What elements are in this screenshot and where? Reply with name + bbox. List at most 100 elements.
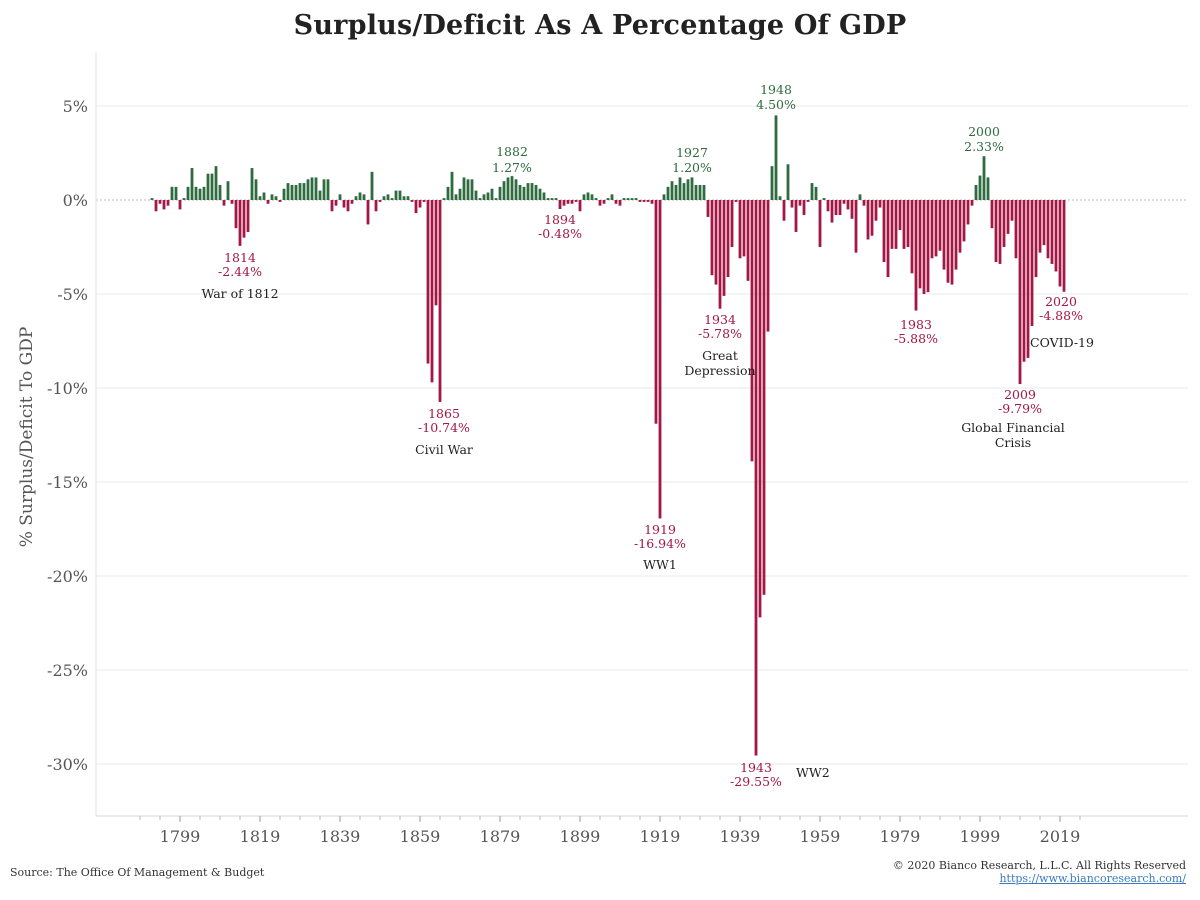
bar: [366, 200, 370, 225]
annotation-value: 4.50%: [756, 97, 796, 112]
bar: [754, 200, 758, 756]
annotation-event: Civil War: [415, 442, 473, 457]
bar: [282, 188, 286, 200]
bar: [294, 184, 298, 200]
bar: [186, 186, 190, 200]
bar: [1042, 200, 1046, 246]
bar: [542, 192, 546, 200]
bar: [1054, 200, 1058, 272]
bar: [350, 200, 354, 204]
bar: [674, 184, 678, 200]
bar: [974, 184, 978, 200]
bar: [626, 198, 630, 200]
axes: 5% 0% -5% -10% -15% -20% -25% -30% 1799 1819 1839 1…: [47, 52, 1188, 846]
x-tick-label: 1999: [960, 827, 1001, 846]
bar: [594, 198, 598, 200]
bar: [886, 200, 890, 278]
bar: [290, 184, 294, 200]
bar: [354, 196, 358, 200]
bar: [810, 183, 814, 200]
bar: [698, 184, 702, 200]
bar: [426, 200, 430, 364]
bar: [598, 200, 602, 206]
x-tick-label: 1959: [800, 827, 841, 846]
y-tick-label: -30%: [47, 755, 88, 774]
bar: [478, 198, 482, 200]
bar: [386, 194, 390, 200]
bar: [274, 196, 278, 200]
bar: [158, 200, 162, 204]
bar: [322, 179, 326, 200]
bar: [454, 194, 458, 200]
bar: [554, 198, 558, 200]
bar: [1018, 200, 1022, 385]
bar: [310, 177, 314, 200]
y-tick-label: 5%: [63, 97, 88, 116]
annotation-year: 2009: [1004, 387, 1036, 402]
bar: [926, 200, 930, 293]
bar: [1046, 200, 1050, 259]
bar: [510, 176, 514, 200]
bar: [270, 194, 274, 200]
bar: [602, 200, 606, 204]
bar: [658, 200, 662, 519]
bar: [906, 200, 910, 247]
bar: [846, 200, 850, 210]
bar: [982, 156, 986, 200]
bar: [950, 200, 954, 285]
bar: [650, 200, 654, 204]
bar: [786, 164, 790, 200]
bar: [326, 179, 330, 200]
bar: [862, 200, 866, 206]
website-link[interactable]: https://www.biancoresearch.com/: [999, 872, 1186, 885]
bar: [954, 200, 958, 270]
bar: [486, 192, 490, 200]
bar: [178, 200, 182, 210]
bar: [826, 200, 830, 212]
bar: [922, 200, 926, 294]
bar: [498, 186, 502, 200]
bar: [1034, 200, 1038, 278]
bar: [962, 200, 966, 242]
y-tick-label: -25%: [47, 661, 88, 680]
bar: [342, 200, 346, 208]
bar: [1026, 200, 1030, 358]
bar: [1062, 200, 1066, 292]
bar: [286, 183, 290, 200]
y-tick-label: -10%: [47, 379, 88, 398]
bar: [806, 200, 810, 202]
bar: [894, 200, 898, 249]
bar: [230, 200, 234, 204]
x-tick-label: 1839: [320, 827, 361, 846]
bar: [242, 200, 246, 238]
bar: [702, 184, 706, 200]
bar: [582, 194, 586, 200]
bar: [718, 200, 722, 309]
annotation-year: 1865: [428, 406, 460, 421]
y-tick-label: -5%: [57, 285, 88, 304]
bar: [522, 186, 526, 200]
bar: [762, 200, 766, 595]
bar: [374, 200, 378, 212]
bar: [714, 200, 718, 285]
x-tick-label: 1879: [480, 827, 521, 846]
annotation-value: 2.33%: [964, 139, 1004, 154]
bar: [726, 200, 730, 278]
bar: [446, 186, 450, 200]
bar: [458, 188, 462, 200]
bar: [378, 200, 382, 202]
bar: [1050, 200, 1054, 264]
annotation-year: 1919: [644, 522, 676, 537]
annotation-value: -29.55%: [730, 774, 782, 789]
bar: [318, 190, 322, 200]
bar: [390, 198, 394, 200]
bar: [766, 200, 770, 332]
bar: [830, 200, 834, 223]
bar: [530, 183, 534, 200]
annotation-year: 1814: [224, 250, 256, 265]
bar: [750, 200, 754, 462]
bar: [214, 166, 218, 200]
y-axis-label: % Surplus/Deficit To GDP: [17, 327, 37, 548]
bar: [606, 198, 610, 200]
